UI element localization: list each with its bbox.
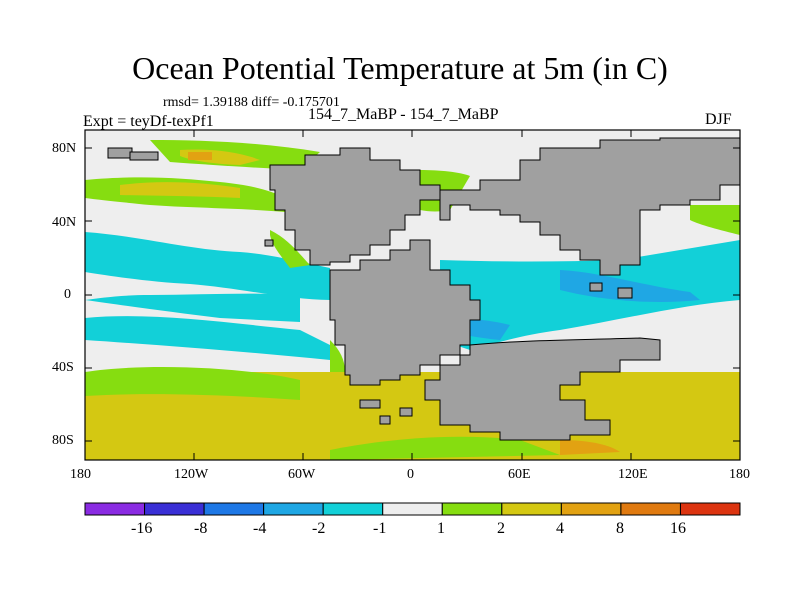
experiment-label: Expt = teyDf-texPf1 (83, 113, 214, 130)
ocean-green-sw (330, 340, 345, 372)
land-island-south-3 (379, 415, 391, 425)
colorbar-swatch (679, 502, 741, 516)
land-island-west (264, 239, 274, 247)
lon-ticks (84, 130, 741, 460)
colorbar-label: -4 (253, 520, 267, 537)
ocean-green-band-south (85, 366, 300, 400)
colorbar-swatch (620, 502, 681, 516)
season-label: DJF (705, 111, 732, 128)
land-eurasia (439, 137, 740, 276)
colorbar-swatch (203, 502, 265, 516)
lon-tick-label: 0 (407, 467, 414, 482)
land-island-arctic-2 (129, 151, 159, 161)
ocean-orange-patch-se (560, 440, 620, 455)
period-label: 154_7_MaBP - 154_7_MaBP (308, 106, 499, 123)
colorbar-swatch (263, 502, 324, 516)
land-island-tethys-2 (617, 287, 633, 299)
colorbar-swatch (144, 502, 205, 516)
map-title: Ocean Potential Temperature at 5m (in C) (132, 50, 668, 86)
land-island-tethys (589, 282, 603, 292)
lat-tick-label: 40S (52, 360, 74, 375)
lon-tick-label: 180 (729, 467, 750, 482)
colorbar-swatch (84, 502, 146, 516)
stats-text: rmsd= 1.39188 diff= -0.175701 (163, 95, 340, 110)
lat-tick-label: 0 (64, 287, 71, 302)
ocean-cyan-band-eq (85, 293, 300, 322)
lon-tick-label: 180 (70, 467, 91, 482)
land-island-south-2 (399, 407, 413, 417)
ocean-green-gulf (270, 230, 310, 268)
colorbar-label: 16 (670, 520, 686, 537)
land-gondwana-west (329, 239, 481, 386)
colorbar-label: -1 (373, 520, 387, 537)
colorbar-label: -16 (131, 520, 153, 537)
colorbar-swatch (560, 502, 622, 516)
ocean-green-pacific (690, 205, 740, 235)
lat-tick-label: 40N (52, 215, 77, 230)
land-laurentia (269, 147, 441, 266)
colorbar-swatch (501, 502, 562, 516)
lat-tick-label: 80N (52, 141, 77, 156)
colorbar (84, 502, 741, 516)
map-field (85, 130, 740, 460)
land-island-south (359, 399, 381, 409)
lon-tick-label: 60W (288, 467, 316, 482)
lat-ticks (85, 147, 740, 442)
land-gondwana-east (424, 337, 661, 441)
lon-tick-label: 120W (174, 467, 209, 482)
land-island-arctic (107, 147, 133, 159)
ocean-cyan-band-south (85, 316, 330, 360)
colorbar-label: 8 (616, 520, 624, 537)
ocean-blue-tethys (560, 270, 700, 302)
colorbar-swatch (441, 502, 503, 516)
ocean-cyan-band-north (85, 232, 330, 300)
colorbar-label: -8 (194, 520, 208, 537)
colorbar-label: 1 (437, 520, 445, 537)
colorbar-swatch (322, 502, 384, 516)
colorbar-swatch (382, 502, 443, 516)
lat-tick-label: 80S (52, 433, 74, 448)
lon-tick-label: 120E (618, 467, 648, 482)
colorbar-label: -2 (312, 520, 326, 537)
ocean-green-patch-south (330, 436, 560, 460)
colorbar-label: 2 (497, 520, 505, 537)
ocean-warm-north (120, 182, 240, 198)
colorbar-label: 4 (556, 520, 564, 537)
lon-tick-label: 60E (508, 467, 531, 482)
ocean-orange-arctic (188, 152, 212, 160)
